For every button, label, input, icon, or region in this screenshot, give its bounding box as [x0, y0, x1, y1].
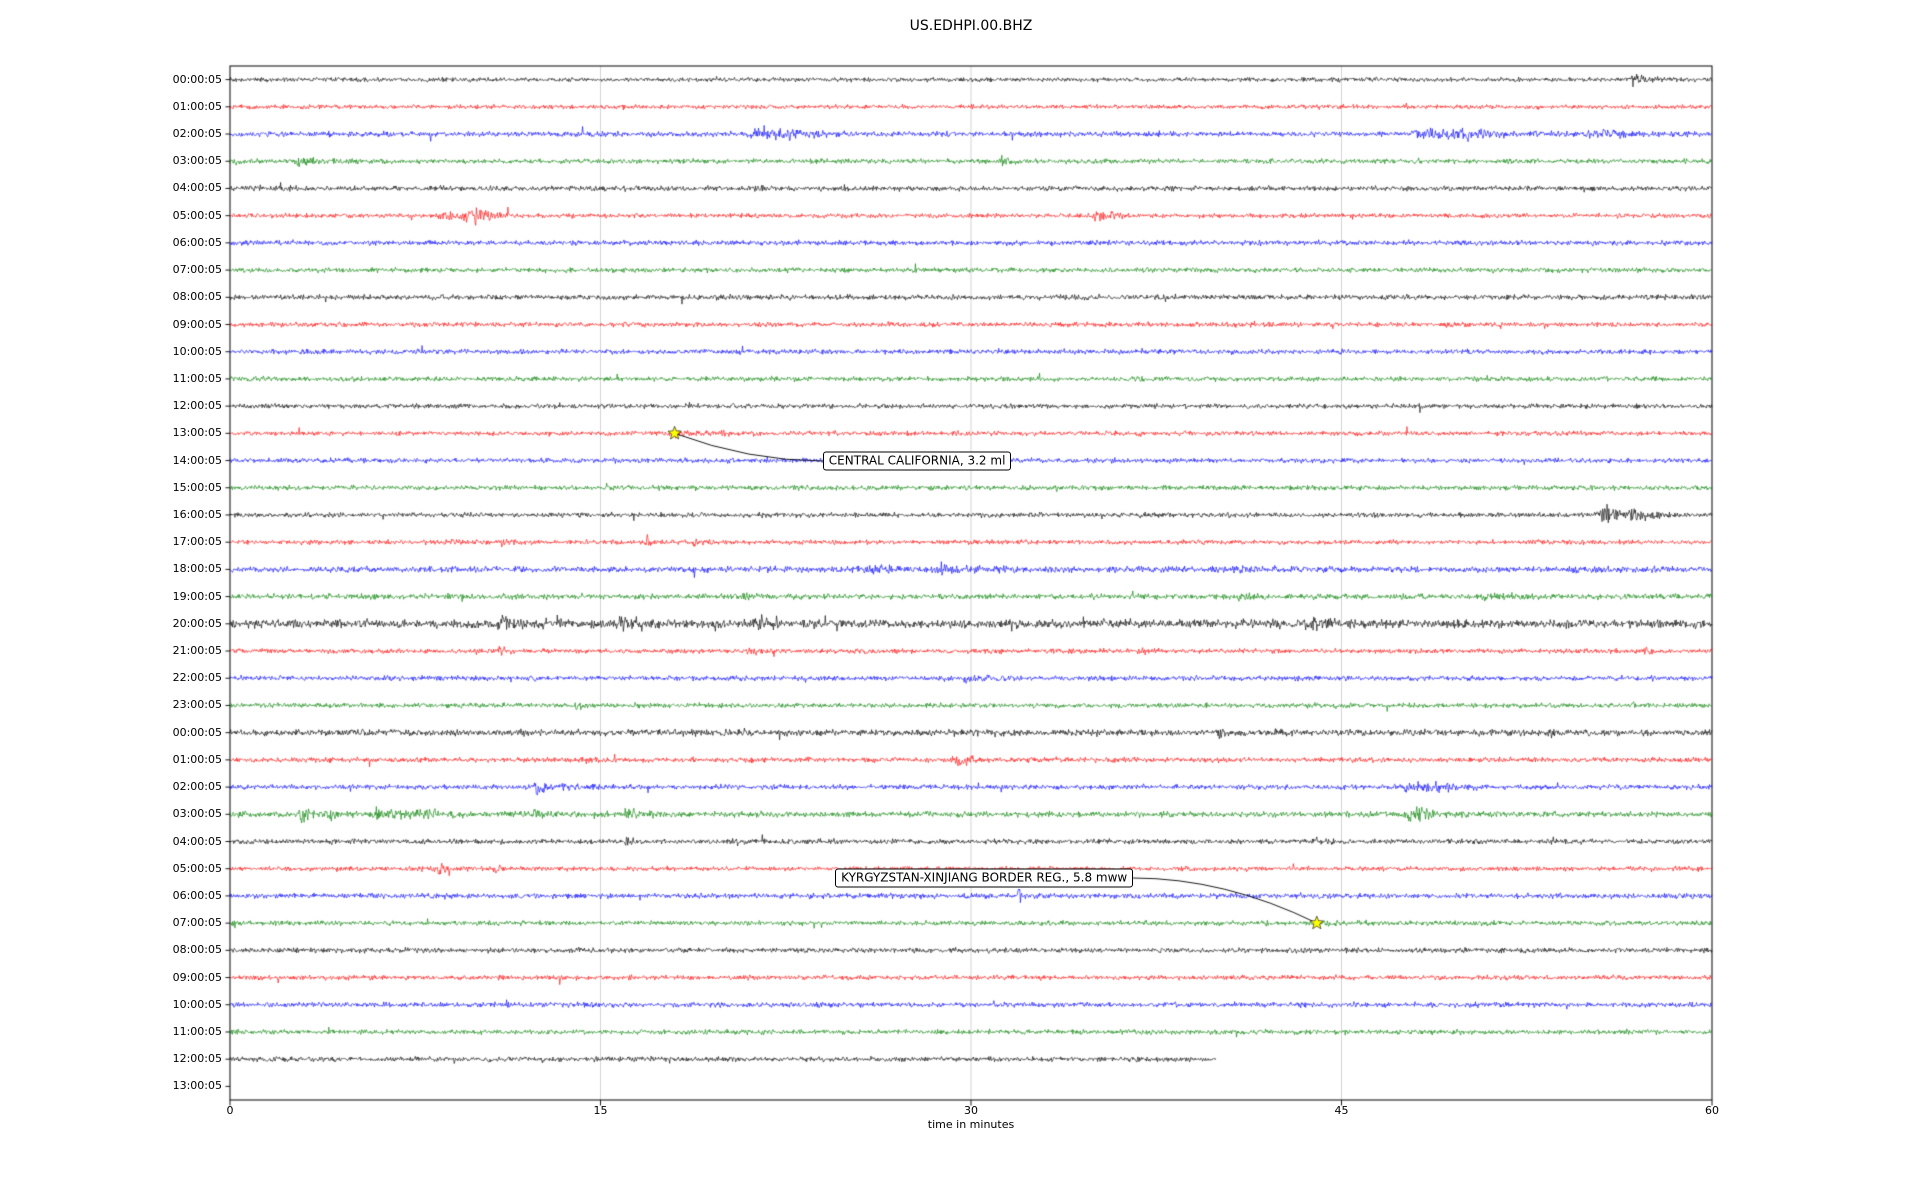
row-time-label: 13:00:05 [172, 426, 222, 440]
row-time-label: 00:00:05 [172, 72, 222, 86]
x-tick-label: 60 [1705, 1104, 1719, 1117]
row-time-label: 10:00:05 [172, 344, 222, 358]
row-time-label: 17:00:05 [172, 535, 222, 549]
row-time-label: 01:00:05 [172, 752, 222, 766]
event-annotation: KYRGYZSTAN-XINJIANG BORDER REG., 5.8 mww [835, 868, 1134, 888]
event-annotation: CENTRAL CALIFORNIA, 3.2 ml [822, 451, 1012, 471]
row-time-label: 13:00:05 [172, 1079, 222, 1093]
row-time-label: 16:00:05 [172, 507, 222, 521]
row-time-label: 11:00:05 [172, 1024, 222, 1038]
row-time-label: 04:00:05 [172, 834, 222, 848]
row-time-label: 08:00:05 [172, 290, 222, 304]
row-time-label: 18:00:05 [172, 562, 222, 576]
row-time-label: 22:00:05 [172, 671, 222, 685]
row-time-label: 06:00:05 [172, 235, 222, 249]
row-time-label: 21:00:05 [172, 644, 222, 658]
x-tick-label: 45 [1334, 1104, 1349, 1117]
row-time-label: 09:00:05 [172, 317, 222, 331]
row-time-label: 05:00:05 [172, 208, 222, 222]
row-time-label: 03:00:05 [172, 807, 222, 821]
row-time-label: 10:00:05 [172, 997, 222, 1011]
row-time-label: 02:00:05 [172, 127, 222, 141]
row-time-label: 12:00:05 [172, 399, 222, 413]
row-time-label: 23:00:05 [172, 698, 222, 712]
row-time-label: 14:00:05 [172, 453, 222, 467]
row-time-label: 19:00:05 [172, 589, 222, 603]
x-tick-label: 30 [964, 1104, 978, 1117]
row-time-label: 05:00:05 [172, 861, 222, 875]
row-time-label: 00:00:05 [172, 725, 222, 739]
row-time-label: 04:00:05 [172, 181, 222, 195]
row-time-label: 09:00:05 [172, 970, 222, 984]
plot-title: US.EDHPI.00.BHZ [909, 18, 1033, 34]
row-time-label: 03:00:05 [172, 154, 222, 168]
row-time-label: 07:00:05 [172, 916, 222, 930]
row-time-label: 08:00:05 [172, 943, 222, 957]
row-time-label: 07:00:05 [172, 263, 222, 277]
x-axis-label: time in minutes [927, 1118, 1015, 1131]
row-time-label: 12:00:05 [172, 1052, 222, 1066]
x-tick-label: 15 [593, 1104, 608, 1117]
row-time-label: 20:00:05 [172, 616, 222, 630]
row-time-label: 11:00:05 [172, 371, 222, 385]
x-tick-label: 0 [226, 1104, 234, 1117]
row-time-label: 06:00:05 [172, 888, 222, 902]
row-time-label: 02:00:05 [172, 780, 222, 794]
row-time-label: 01:00:05 [172, 99, 222, 113]
row-time-label: 15:00:05 [172, 480, 222, 494]
